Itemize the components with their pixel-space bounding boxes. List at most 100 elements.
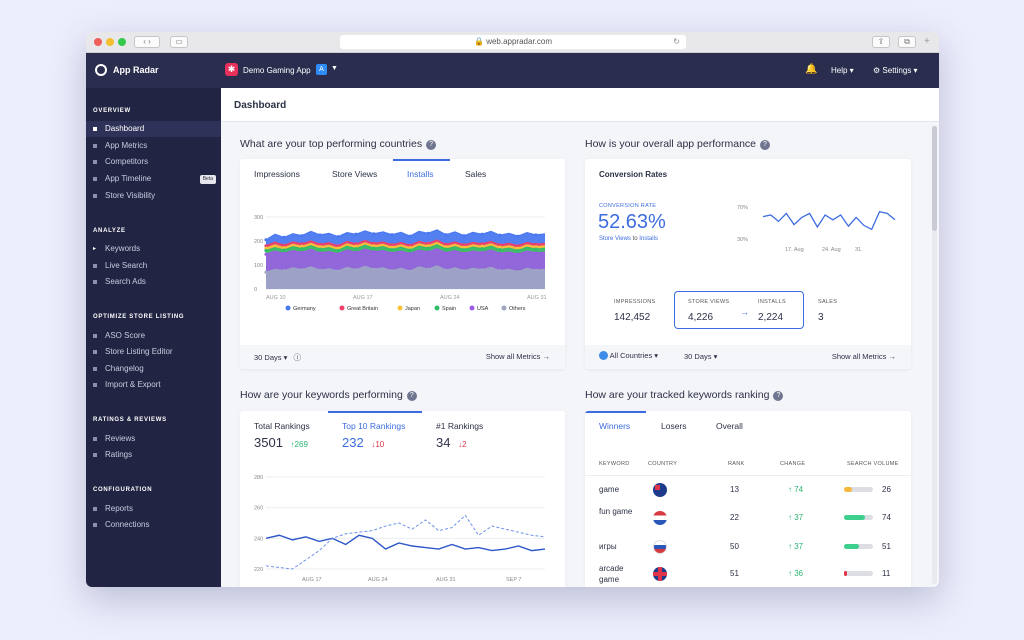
cr-sub-to: to — [632, 236, 638, 242]
data-point — [498, 269, 502, 273]
stat-number1-rankings[interactable]: #1 Rankings 34 ↓2 — [436, 421, 483, 450]
info-icon[interactable]: ⓘ — [293, 353, 301, 362]
help-icon[interactable]: ? — [773, 391, 784, 401]
reload-icon[interactable]: ↻ — [673, 37, 680, 46]
minimize-dot[interactable] — [106, 38, 114, 46]
help-icon[interactable]: ? — [406, 391, 417, 401]
sidebar-item-import-export[interactable]: Import & Export — [86, 377, 221, 393]
data-point — [282, 246, 286, 250]
countries-dropdown[interactable]: All Countries ▾ — [599, 351, 658, 360]
range-dropdown[interactable]: 30 Days ▾ — [684, 352, 718, 361]
sidebar-item-label: Reports — [105, 504, 134, 513]
bullet-icon — [93, 194, 97, 198]
data-point — [354, 268, 358, 272]
tabs-icon[interactable]: ⧉ — [898, 36, 916, 48]
volume-fill — [844, 487, 852, 492]
data-point — [336, 235, 340, 239]
data-point — [264, 238, 268, 242]
back-forward-buttons[interactable]: ‹ › — [134, 36, 160, 48]
sidebar-item-app-timeline[interactable]: App Timeline Beta — [86, 171, 221, 187]
address-bar[interactable]: 🔒 web.appradar.com ↻ — [340, 35, 686, 49]
stat-total-rankings[interactable]: Total Rankings 3501 ↑269 — [254, 421, 310, 450]
table-row[interactable]: fun game 22 ↑ 37 74 — [585, 506, 911, 530]
cr-value: 52.63% — [598, 211, 666, 233]
app-switcher-chevron-icon[interactable]: ▼ — [331, 65, 338, 72]
y-tick-label: 300 — [254, 215, 263, 221]
volume-cell: 51 — [882, 542, 891, 551]
change-value: 37 — [794, 542, 804, 551]
y-tick-label: 0 — [254, 287, 257, 293]
scrollbar-thumb[interactable] — [932, 126, 937, 231]
sidebar-item-dashboard[interactable]: Dashboard — [86, 121, 221, 137]
share-icon[interactable]: ⇪ — [872, 36, 890, 48]
close-dot[interactable] — [94, 38, 102, 46]
tab-installs[interactable]: Installs — [407, 169, 434, 179]
line-germany — [265, 229, 546, 241]
selected-tab-indicator — [393, 159, 450, 161]
app-name[interactable]: Demo Gaming App — [243, 66, 311, 75]
sidebar-item-store-listing-editor[interactable]: Store Listing Editor — [86, 344, 221, 360]
scrollbar[interactable] — [932, 126, 937, 584]
data-point — [444, 247, 448, 251]
sidebar-item-ratings[interactable]: Ratings — [86, 447, 221, 463]
countries-footer: 30 Days ▾ ⓘ Show all Metrics → — [240, 345, 565, 369]
bullet-icon — [93, 350, 97, 354]
sidebar-item-changelog[interactable]: Changelog — [86, 361, 221, 377]
data-point — [462, 251, 466, 256]
show-all-metrics-link[interactable]: Show all Metrics → — [831, 352, 896, 361]
countries-label: All Countries — [609, 351, 653, 360]
sidebar-item-reports[interactable]: Reports — [86, 501, 221, 517]
legend-dot — [434, 305, 440, 311]
table-row[interactable]: game 13 ↑ 74 26 — [585, 479, 911, 501]
tab-losers[interactable]: Losers — [661, 421, 687, 431]
data-point — [300, 247, 304, 251]
data-point — [354, 244, 358, 248]
tab-overall[interactable]: Overall — [716, 421, 743, 431]
x-tick-label: AUG 31 — [436, 577, 456, 583]
zoom-dot[interactable] — [118, 38, 126, 46]
help-menu[interactable]: Help ▾ — [831, 66, 854, 75]
sidebar-item-label: Store Visibility — [105, 191, 156, 200]
sidebar-item-reviews[interactable]: Reviews — [86, 431, 221, 447]
settings-menu[interactable]: ⚙ Settings ▾ — [873, 66, 918, 75]
sidebar-item-search-ads[interactable]: Search Ads — [86, 274, 221, 290]
sidebar-item-connections[interactable]: Connections — [86, 517, 221, 533]
show-all-metrics-link[interactable]: Show all Metrics → — [485, 352, 550, 361]
stat-top10-rankings[interactable]: Top 10 Rankings 232 ↓10 — [342, 421, 405, 450]
help-icon[interactable]: ? — [426, 140, 437, 150]
sidebar-toggle-icon[interactable]: ▭ — [170, 36, 188, 48]
new-tab-icon[interactable]: + — [924, 36, 930, 47]
data-point — [372, 241, 376, 245]
data-point — [462, 234, 466, 238]
sidebar-item-keywords[interactable]: ▸ Keywords — [86, 241, 221, 257]
data-point — [462, 245, 466, 249]
tab-winners[interactable]: Winners — [599, 421, 631, 431]
cr-sub-a: Store Views — [599, 236, 631, 242]
tab-impressions[interactable]: Impressions — [254, 169, 300, 179]
help-icon[interactable]: ? — [760, 140, 770, 150]
data-point — [282, 248, 286, 252]
tab-store-views[interactable]: Store Views — [332, 169, 378, 179]
bell-icon[interactable]: 🔔 — [805, 64, 818, 75]
sidebar-item-store-visibility[interactable]: Store Visibility — [86, 188, 221, 204]
globe-icon — [599, 351, 608, 360]
installs-value: 2,224 — [758, 312, 784, 323]
tab-sales[interactable]: Sales — [465, 169, 487, 179]
table-row[interactable]: arcade game 51 ↑ 36 11 — [585, 563, 911, 587]
table-row[interactable]: игры 50 ↑ 37 51 — [585, 537, 911, 559]
section-configuration: CONFIGURATION — [93, 487, 153, 493]
data-point — [318, 233, 322, 237]
sidebar-item-competitors[interactable]: Competitors — [86, 154, 221, 170]
conversion-rate-line-chart: 70% 30% 17. Aug 24. Aug 31. — [737, 205, 896, 253]
sidebar-item-aso-score[interactable]: ASO Score — [86, 328, 221, 344]
sidebar-item-live-search[interactable]: Live Search — [86, 258, 221, 274]
data-point — [462, 243, 466, 247]
flag-detail — [653, 572, 667, 576]
sidebar-item-app-metrics[interactable]: App Metrics — [86, 138, 221, 154]
data-point — [264, 244, 268, 248]
store-views-installs-box[interactable] — [674, 291, 804, 329]
data-point — [264, 246, 268, 250]
data-point — [426, 246, 430, 250]
range-dropdown[interactable]: 30 Days ▾ ⓘ — [254, 353, 301, 362]
sidebar-item-label: Dashboard — [105, 124, 145, 133]
